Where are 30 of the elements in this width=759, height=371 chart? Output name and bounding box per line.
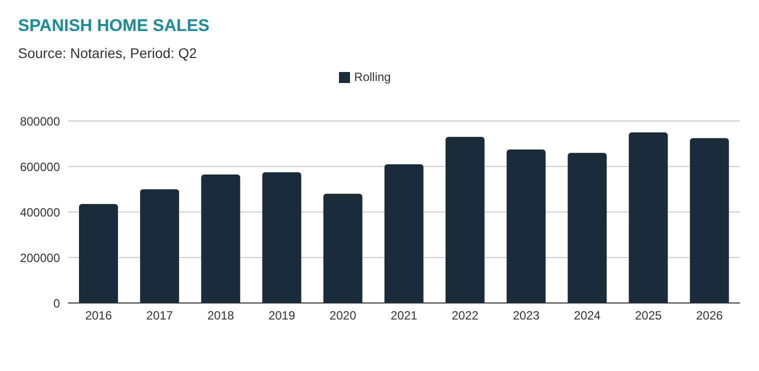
bar — [384, 164, 424, 303]
x-tick-label: 2024 — [574, 308, 601, 323]
bar — [323, 194, 362, 303]
x-tick-label: 2018 — [207, 308, 234, 323]
bar — [690, 138, 729, 303]
y-tick-label: 0 — [53, 296, 60, 310]
x-tick-label: 2021 — [390, 308, 418, 323]
y-tick-label: 600000 — [20, 160, 60, 174]
bar — [506, 149, 546, 303]
bar — [446, 136, 485, 303]
bar — [568, 152, 607, 303]
x-tick-label: 2020 — [330, 308, 357, 323]
bar — [262, 172, 302, 303]
chart-title: SPANISH HOME SALES — [18, 16, 210, 36]
bar — [140, 189, 180, 303]
y-tick-label: 200000 — [20, 250, 60, 265]
legend-label: Rolling — [354, 70, 391, 84]
x-tick-label: 2022 — [452, 308, 479, 323]
x-tick-label: 2019 — [268, 308, 296, 323]
x-tick-label: 2025 — [635, 308, 662, 323]
chart-subtitle: Source: Notaries, Period: Q2 — [18, 45, 197, 61]
y-tick-label: 400000 — [20, 205, 60, 220]
x-tick-label: 2023 — [512, 308, 540, 323]
x-tick-label: 2016 — [85, 308, 112, 323]
bar — [78, 204, 118, 303]
x-tick-label: 2026 — [696, 308, 724, 323]
x-tick-label: 2017 — [146, 308, 174, 323]
y-tick-label: 800000 — [20, 114, 60, 128]
bar — [628, 132, 668, 303]
bar — [201, 174, 240, 303]
